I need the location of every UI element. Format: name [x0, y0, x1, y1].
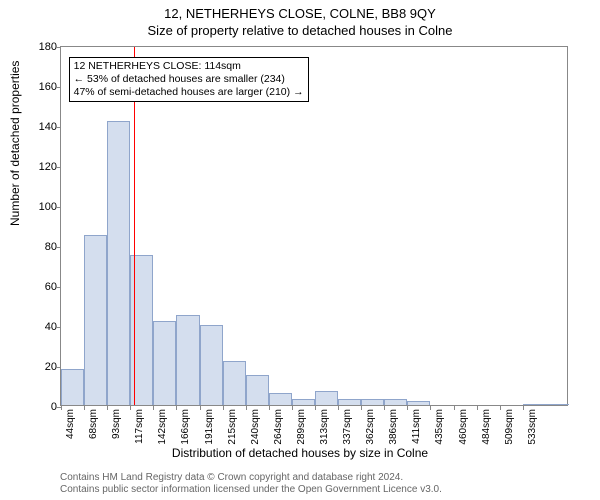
x-tick-mark — [153, 405, 154, 410]
x-tick-mark — [61, 405, 62, 410]
y-axis-label: Number of detached properties — [8, 61, 22, 226]
x-tick-label: 93sqm — [111, 409, 122, 439]
x-tick-label: 142sqm — [157, 409, 168, 445]
x-tick-mark — [130, 405, 131, 410]
y-tick-label: 180 — [39, 41, 57, 53]
x-tick-label: 460sqm — [458, 409, 469, 445]
chart-plot-area: 02040608010012014016018044sqm68sqm93sqm1… — [60, 46, 568, 406]
histogram-bar — [200, 325, 223, 405]
x-tick-label: 509sqm — [504, 409, 515, 445]
histogram-bar — [292, 399, 315, 405]
y-tick-mark — [56, 287, 61, 288]
histogram-bar — [176, 315, 199, 405]
histogram-bar — [407, 401, 430, 405]
x-tick-label: 313sqm — [319, 409, 330, 445]
x-tick-mark — [477, 405, 478, 410]
y-tick-label: 160 — [39, 81, 57, 93]
footer-line-1: Contains HM Land Registry data © Crown c… — [60, 472, 442, 484]
chart-subtitle: Size of property relative to detached ho… — [0, 21, 600, 38]
x-tick-label: 166sqm — [180, 409, 191, 445]
x-tick-mark — [315, 405, 316, 410]
annotation-line-3: 47% of semi-detached houses are larger (… — [74, 86, 304, 99]
x-tick-mark — [338, 405, 339, 410]
x-tick-mark — [176, 405, 177, 410]
x-tick-label: 68sqm — [88, 409, 99, 439]
histogram-bar — [84, 235, 107, 405]
annotation-box: 12 NETHERHEYS CLOSE: 114sqm← 53% of deta… — [69, 57, 309, 102]
x-tick-label: 240sqm — [250, 409, 261, 445]
x-tick-label: 533sqm — [527, 409, 538, 445]
x-tick-label: 411sqm — [411, 409, 422, 444]
y-tick-mark — [56, 167, 61, 168]
x-tick-mark — [107, 405, 108, 410]
x-tick-mark — [384, 405, 385, 410]
x-tick-mark — [500, 405, 501, 410]
x-tick-mark — [223, 405, 224, 410]
y-tick-label: 140 — [39, 121, 57, 133]
x-tick-mark — [246, 405, 247, 410]
y-tick-label: 120 — [39, 161, 57, 173]
histogram-bar — [107, 121, 130, 405]
x-tick-mark — [454, 405, 455, 410]
x-tick-label: 117sqm — [134, 409, 145, 444]
x-tick-label: 215sqm — [227, 409, 238, 445]
histogram-bar — [153, 321, 176, 405]
y-tick-mark — [56, 127, 61, 128]
histogram-bar — [246, 375, 269, 405]
histogram-bar — [361, 399, 384, 405]
annotation-line-1: 12 NETHERHEYS CLOSE: 114sqm — [74, 60, 304, 73]
y-tick-mark — [56, 47, 61, 48]
x-tick-mark — [361, 405, 362, 410]
x-tick-label: 264sqm — [273, 409, 284, 445]
y-tick-mark — [56, 327, 61, 328]
footer-line-2: Contains public sector information licen… — [60, 484, 442, 496]
x-tick-label: 435sqm — [434, 409, 445, 445]
x-tick-label: 191sqm — [204, 409, 215, 445]
histogram-bar — [523, 404, 546, 405]
histogram-bar — [61, 369, 84, 405]
x-tick-label: 337sqm — [342, 409, 353, 445]
histogram-bar — [384, 399, 407, 405]
y-tick-mark — [56, 207, 61, 208]
footer-attribution: Contains HM Land Registry data © Crown c… — [60, 472, 442, 496]
annotation-line-2: ← 53% of detached houses are smaller (23… — [74, 73, 304, 86]
x-tick-label: 289sqm — [296, 409, 307, 445]
x-tick-mark — [430, 405, 431, 410]
histogram-bar — [338, 399, 361, 405]
address-title: 12, NETHERHEYS CLOSE, COLNE, BB8 9QY — [0, 0, 600, 21]
x-tick-mark — [407, 405, 408, 410]
histogram-bar — [546, 404, 569, 405]
x-tick-mark — [523, 405, 524, 410]
x-tick-label: 44sqm — [65, 409, 76, 439]
y-tick-mark — [56, 87, 61, 88]
x-tick-mark — [269, 405, 270, 410]
x-tick-label: 484sqm — [481, 409, 492, 445]
y-tick-mark — [56, 247, 61, 248]
x-tick-label: 386sqm — [388, 409, 399, 445]
x-tick-mark — [84, 405, 85, 410]
y-tick-mark — [56, 367, 61, 368]
x-axis-label: Distribution of detached houses by size … — [0, 446, 600, 460]
y-tick-label: 100 — [39, 201, 57, 213]
histogram-bar — [223, 361, 246, 405]
histogram-bar — [269, 393, 292, 405]
histogram-bar — [315, 391, 338, 405]
x-tick-label: 362sqm — [365, 409, 376, 445]
x-tick-mark — [292, 405, 293, 410]
x-tick-mark — [200, 405, 201, 410]
